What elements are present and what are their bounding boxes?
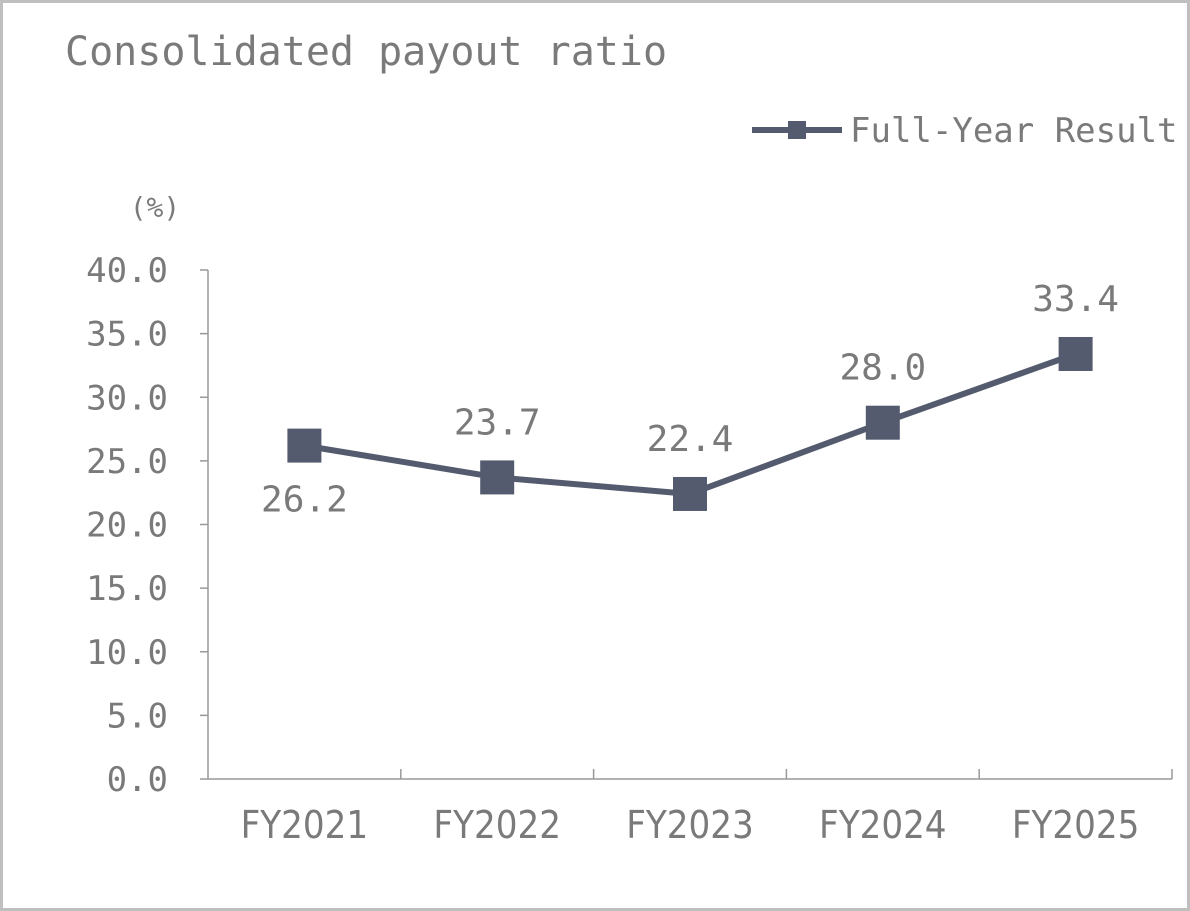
- data-label: 28.0: [839, 348, 926, 389]
- legend-label: Full-Year Result: [850, 111, 1178, 151]
- y-unit-label: (%): [130, 191, 181, 224]
- y-tick-label: 5.0: [107, 696, 168, 736]
- data-label: 22.4: [647, 419, 734, 460]
- y-tick-label: 35.0: [86, 315, 168, 355]
- data-point-marker: [480, 460, 515, 495]
- data-point-marker: [1058, 336, 1093, 371]
- y-tick-label: 10.0: [86, 633, 168, 673]
- data-point-marker: [673, 476, 707, 511]
- x-tick-label: FY2023: [626, 803, 754, 847]
- data-point-marker: [865, 405, 900, 440]
- x-tick-label: FY2022: [433, 803, 561, 847]
- data-label: 23.7: [454, 402, 541, 443]
- y-tick-label: 15.0: [86, 569, 168, 609]
- y-tick-label: 25.0: [86, 442, 168, 482]
- y-tick-label: 0.0: [107, 760, 168, 800]
- x-tick-label: FY2021: [241, 803, 369, 847]
- data-label: 33.4: [1032, 279, 1119, 320]
- legend-marker: [788, 121, 806, 139]
- chart-title: Consolidated payout ratio: [65, 29, 668, 75]
- y-tick-label: 40.0: [86, 251, 168, 291]
- x-tick-label: FY2025: [1012, 803, 1140, 847]
- data-point-marker: [287, 428, 322, 463]
- line-chart: (%) 40.0 35.0 30.0 25.0 20.0 15.0 10.0 5.0 0.0 FY2…: [86, 111, 1178, 847]
- x-tick-label: FY2024: [819, 803, 947, 847]
- y-tick-label: 20.0: [86, 506, 168, 546]
- data-label: 26.2: [261, 480, 348, 521]
- y-tick-label: 30.0: [86, 378, 168, 418]
